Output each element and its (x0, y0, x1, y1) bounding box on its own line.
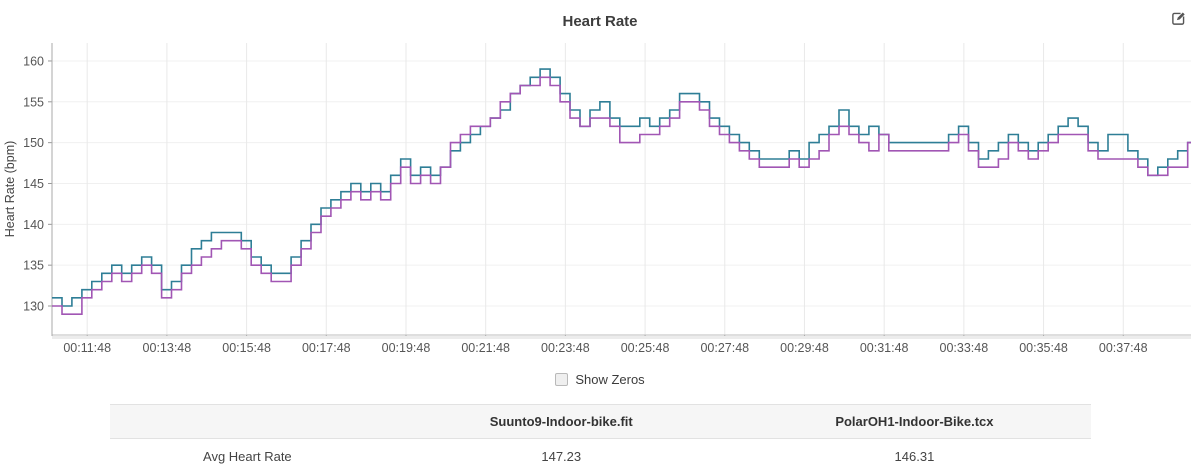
table-row: Avg Heart Rate 147.23 146.31 (110, 439, 1091, 474)
x-axis-band (52, 336, 1191, 339)
y-axis-title: Heart Rate (bpm) (3, 141, 17, 238)
stats-header-row: Suunto9-Indoor-bike.fit PolarOH1-Indoor-… (110, 405, 1091, 439)
stats-header-empty (110, 405, 385, 439)
series-line-1 (52, 77, 1191, 314)
chart-controls: Show Zeros (0, 372, 1200, 391)
y-tick-label: 150 (23, 136, 44, 150)
stat-value-file2: 146.31 (738, 439, 1091, 474)
x-tick-label: 00:21:48 (461, 341, 510, 355)
x-tick-label: 00:23:48 (541, 341, 590, 355)
series-line-0 (52, 69, 1191, 306)
y-tick-label: 135 (23, 259, 44, 273)
stat-row-label: Avg Heart Rate (110, 439, 385, 474)
edit-chart-button[interactable] (1169, 11, 1187, 29)
y-tick-label: 140 (23, 218, 44, 232)
x-tick-label: 00:37:48 (1099, 341, 1148, 355)
y-tick-label: 145 (23, 177, 44, 191)
y-tick-label: 155 (23, 95, 44, 109)
chart-header: Heart Rate (0, 0, 1200, 38)
x-tick-label: 00:19:48 (382, 341, 431, 355)
x-tick-label: 00:33:48 (940, 341, 989, 355)
stats-header-file1: Suunto9-Indoor-bike.fit (385, 405, 738, 439)
show-zeros-checkbox[interactable] (555, 373, 568, 386)
heart-rate-chart[interactable]: 130 135 140 145 150 155 160 00:11:48 00:13:48 00:… (0, 38, 1200, 368)
x-tick-label: 00:25:48 (621, 341, 670, 355)
x-tick-label: 00:15:48 (222, 341, 271, 355)
x-tick-label: 00:35:48 (1019, 341, 1068, 355)
x-tick-label: 00:27:48 (700, 341, 749, 355)
x-tick-label: 00:13:48 (143, 341, 192, 355)
x-tick-label: 00:31:48 (860, 341, 909, 355)
x-tick-label: 00:17:48 (302, 341, 351, 355)
y-tick-label: 130 (23, 300, 44, 314)
edit-icon (1171, 14, 1186, 29)
stat-value-file1: 147.23 (385, 439, 738, 474)
x-tick-label: 00:11:48 (63, 341, 111, 355)
show-zeros-label: Show Zeros (575, 372, 644, 387)
chart-title: Heart Rate (0, 13, 1200, 30)
y-tick-label: 160 (23, 54, 44, 68)
show-zeros-control: Show Zeros (555, 372, 644, 387)
stats-header-file2: PolarOH1-Indoor-Bike.tcx (738, 405, 1091, 439)
x-tick-label: 00:29:48 (780, 341, 829, 355)
